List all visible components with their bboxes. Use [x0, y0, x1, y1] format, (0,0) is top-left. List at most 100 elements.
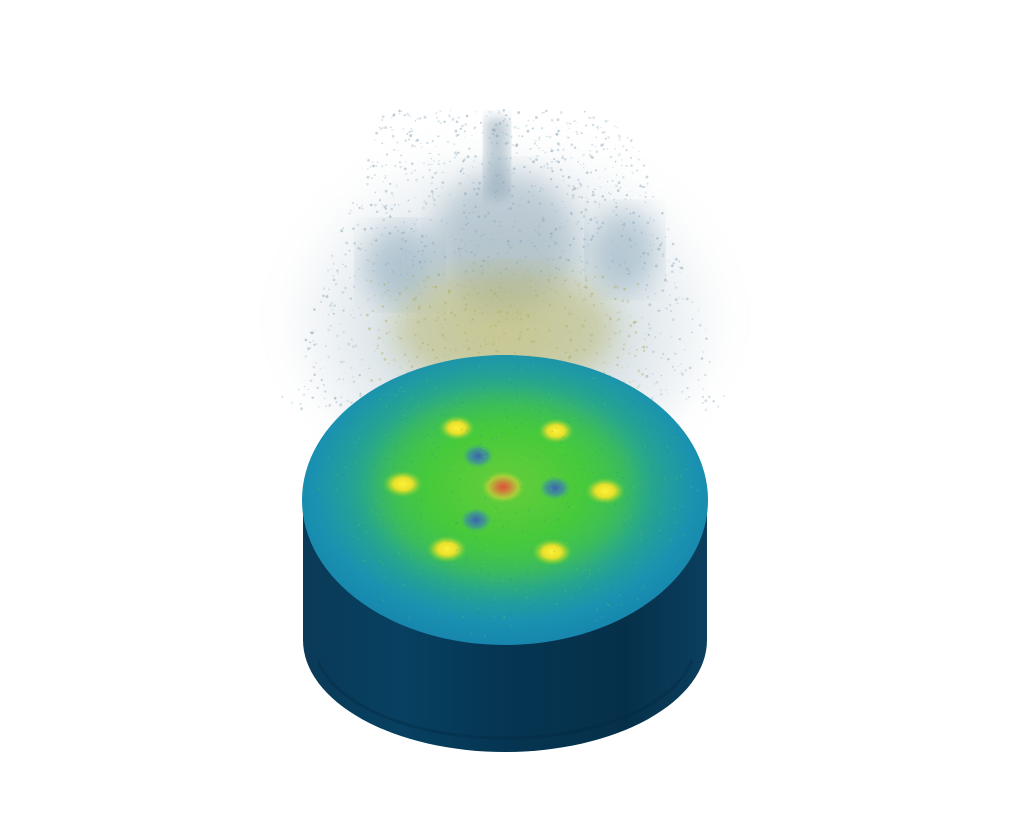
- particle-dot: [481, 232, 483, 234]
- particle-dot: [492, 343, 495, 346]
- speckle-dot: [510, 611, 512, 614]
- particle-dot: [670, 310, 673, 312]
- cloud-plume-right: [591, 208, 659, 292]
- speckle-dot: [407, 556, 409, 558]
- hot-spot-6: [531, 538, 573, 566]
- particle-dot: [434, 172, 437, 175]
- particle-dot: [481, 312, 484, 314]
- particle-dot: [554, 210, 557, 213]
- speckle-dot: [543, 519, 546, 522]
- speckle-dot: [453, 597, 455, 600]
- speckle-dot: [535, 480, 537, 482]
- particle-dot: [619, 329, 622, 332]
- particle-dot: [464, 269, 468, 273]
- particle-dot: [502, 119, 505, 123]
- particle-dot: [559, 226, 561, 229]
- speckle-dot: [491, 518, 494, 520]
- particle-dot: [353, 241, 357, 245]
- particle-dot: [630, 156, 632, 159]
- particle-dot: [359, 364, 361, 367]
- speckle-dot: [525, 583, 528, 586]
- particle-dot: [486, 281, 490, 284]
- speckle-dot: [491, 437, 494, 440]
- particle-dot: [403, 353, 407, 357]
- particle-dot: [390, 207, 393, 211]
- particle-dot: [571, 188, 575, 192]
- particle-dot: [304, 338, 308, 342]
- particle-dot: [436, 116, 439, 119]
- particle-dot: [628, 381, 632, 384]
- particle-dot: [479, 121, 482, 124]
- speckle-dot: [639, 538, 642, 540]
- particle-dot: [527, 119, 530, 122]
- particle-dot: [365, 313, 369, 317]
- speckle-dot: [469, 632, 472, 635]
- particle-dot: [619, 136, 621, 139]
- particle-dot: [494, 191, 497, 194]
- particle-dot: [493, 241, 495, 243]
- speckle-dot: [381, 505, 384, 507]
- particle-dot: [594, 169, 598, 172]
- speckle-dot: [420, 499, 423, 502]
- particle-dot: [499, 310, 502, 313]
- particle-dot: [671, 365, 674, 368]
- particle-dot: [555, 160, 557, 163]
- particle-dot: [376, 344, 379, 347]
- particle-dot: [369, 280, 372, 283]
- particle-dot: [568, 127, 570, 130]
- particle-dot: [536, 231, 540, 235]
- speckle-dot: [525, 458, 528, 461]
- particle-dot: [463, 130, 467, 133]
- particle-dot: [644, 338, 646, 341]
- particle-dot: [616, 286, 619, 289]
- particle-dot: [606, 180, 609, 183]
- particle-dot: [427, 349, 430, 352]
- particle-dot: [381, 204, 384, 207]
- speckle-dot: [627, 594, 630, 597]
- particle-dot: [335, 334, 339, 338]
- particle-dot: [392, 114, 395, 117]
- particle-dot: [585, 279, 588, 282]
- speckle-dot: [574, 485, 577, 487]
- particle-dot: [540, 187, 542, 190]
- speckle-dot: [497, 559, 499, 561]
- particle-dot: [646, 284, 648, 287]
- particle-dot: [554, 185, 557, 188]
- speckle-dot: [454, 522, 457, 524]
- particle-dot: [578, 281, 582, 284]
- particle-dot: [490, 239, 492, 241]
- particle-dot: [588, 116, 591, 119]
- particle-dot: [506, 252, 508, 254]
- particle-dot: [307, 388, 309, 390]
- particle-dot: [542, 149, 544, 152]
- particle-dot: [545, 162, 549, 166]
- speckle-dot: [559, 496, 561, 499]
- particle-dot: [480, 236, 482, 238]
- particle-dot: [431, 285, 434, 288]
- particle-dot: [404, 286, 408, 290]
- particle-dot: [645, 368, 647, 370]
- particle-dot: [473, 285, 476, 287]
- speckle-dot: [514, 444, 516, 447]
- particle-dot: [350, 314, 352, 316]
- speckle-dot: [679, 542, 682, 545]
- particle-dot: [679, 266, 682, 269]
- speckle-dot: [388, 393, 391, 395]
- particle-dot: [580, 183, 582, 186]
- particle-dot: [350, 338, 353, 341]
- speckle-dot: [340, 453, 343, 456]
- particle-dot: [550, 288, 553, 291]
- particle-dot: [366, 182, 369, 186]
- particle-dot: [647, 323, 650, 326]
- particle-dot: [620, 158, 624, 162]
- speckle-dot: [354, 461, 356, 463]
- particle-dot: [556, 118, 560, 122]
- particle-dot: [597, 128, 600, 131]
- particle-dot: [426, 276, 430, 279]
- speckle-dot: [438, 581, 441, 583]
- particle-dot: [437, 163, 440, 166]
- speckle-dot: [511, 604, 514, 606]
- particle-dot: [604, 168, 607, 171]
- particle-dot: [374, 191, 376, 194]
